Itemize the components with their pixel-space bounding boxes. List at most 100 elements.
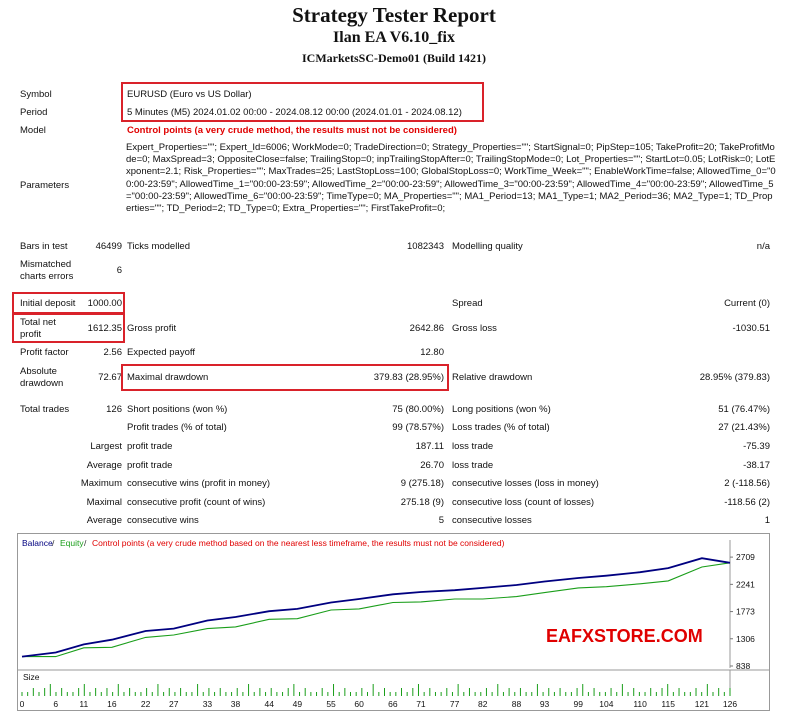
ea-name: Ilan EA V6.10_fix	[333, 29, 455, 46]
x-tick-label: 22	[141, 699, 151, 709]
largest-label: Largest	[90, 441, 122, 452]
x-tick-label: 71	[416, 699, 426, 709]
x-tick-label: 77	[450, 699, 460, 709]
series-line-equity	[22, 562, 731, 658]
ticks-value: 1082343	[407, 241, 444, 252]
legend-balance: Balance	[22, 538, 53, 548]
y-tick-label: 1773	[736, 607, 755, 617]
bars-label: Bars in test	[20, 241, 68, 252]
average-label: Average	[86, 460, 122, 471]
netprofit-label-line1: Total net	[20, 317, 56, 328]
balance-chart-svg: Balance / Equity / Control points (a ver…	[18, 538, 769, 709]
netprofit-label-line2: profit	[20, 329, 42, 340]
x-tick-label: 121	[695, 699, 709, 709]
quality-value: n/a	[756, 241, 770, 252]
average-lt-value: -38.17	[743, 460, 770, 471]
period-value: 5 Minutes (M5) 2024.01.02 00:00 - 2024.0…	[127, 107, 462, 118]
x-tick-label: 0	[20, 699, 25, 709]
x-tick-label: 88	[512, 699, 522, 709]
maxdd-value: 379.83 (28.95%)	[373, 372, 444, 383]
y-tick-label: 1306	[736, 634, 755, 644]
grossprofit-value: 2642.86	[409, 323, 444, 334]
legend-sep-2: /	[84, 538, 87, 548]
lt-value: 27 (21.43%)	[718, 422, 770, 433]
avg2-label: Average	[86, 515, 122, 526]
highlight-box-drawdown	[121, 364, 449, 391]
avg-cl-value: 1	[764, 515, 770, 526]
server-name: ICMarketsSC-Demo01 (Build 1421)	[302, 51, 486, 65]
x-tick-label: 126	[723, 699, 737, 709]
x-tick-label: 49	[293, 699, 303, 709]
legend-equity: Equity	[60, 538, 84, 548]
pt-label: Profit trades (% of total)	[127, 422, 227, 433]
largest-pt-value: 187.11	[415, 441, 444, 452]
symbol-value: EURUSD (Euro vs US Dollar)	[127, 89, 252, 100]
ticks-label: Ticks modelled	[127, 241, 191, 252]
x-tick-label: 33	[203, 699, 213, 709]
parameters-label: Parameters	[20, 180, 70, 191]
max-cl-value: 2 (-118.56)	[724, 478, 770, 489]
absdd-label-line2: drawdown	[20, 378, 64, 389]
report-title: Strategy Tester Report	[292, 3, 496, 27]
netprofit-value: 1612.35	[87, 323, 122, 334]
largest-lt-value: -75.39	[743, 441, 770, 452]
grossloss-value: -1030.51	[732, 323, 770, 334]
x-tick-label: 93	[540, 699, 550, 709]
x-tick-label: 6	[53, 699, 58, 709]
series-line-balance	[21, 557, 731, 658]
pf-value: 2.56	[103, 347, 123, 358]
deposit-label: Initial deposit	[20, 298, 76, 309]
trades-value: 126	[106, 404, 122, 415]
model-label: Model	[20, 125, 46, 136]
highlight-box-netprofit	[12, 313, 125, 343]
x-tick-label: 104	[599, 699, 613, 709]
average-pt-label: profit trade	[127, 460, 173, 471]
x-tick-label: 66	[388, 699, 398, 709]
absdd-value: 72.67	[98, 372, 122, 383]
size-label: Size	[23, 672, 40, 682]
avg-cw-value: 5	[438, 515, 444, 526]
highlight-box-deposit	[12, 292, 125, 314]
legend-sep-1: /	[52, 538, 55, 548]
x-tick-label: 16	[107, 699, 117, 709]
balance-chart: Balance / Equity / Control points (a ver…	[17, 533, 770, 711]
symbol-label: Symbol	[20, 89, 52, 100]
x-tick-label: 38	[231, 699, 241, 709]
spread-value: Current (0)	[724, 298, 770, 309]
grossprofit-label: Gross profit	[127, 323, 177, 334]
quality-label: Modelling quality	[452, 241, 523, 252]
x-tick-label: 55	[326, 699, 336, 709]
lt-label: Loss trades (% of total)	[452, 422, 550, 433]
x-tick-label: 44	[265, 699, 275, 709]
spread-label: Spread	[452, 298, 483, 309]
x-tick-label: 115	[661, 699, 675, 709]
mismatch-label-line2: charts errors	[20, 271, 74, 282]
x-tick-label: 99	[574, 699, 584, 709]
trades-label: Total trades	[20, 404, 70, 415]
watermark-text: EAFXSTORE.COM	[546, 626, 703, 646]
payoff-value: 12.80	[420, 347, 444, 358]
model-value: Control points (a very crude method, the…	[127, 125, 457, 136]
maximal-cl-value: -118.56 (2)	[724, 497, 770, 508]
mismatch-label-line1: Mismatched	[20, 259, 72, 270]
bars-value: 46499	[95, 241, 122, 252]
maximum-label: Maximum	[80, 478, 122, 489]
payoff-label: Expected payoff	[127, 347, 195, 358]
mismatch-value: 6	[116, 265, 122, 276]
long-label: Long positions (won %)	[452, 404, 551, 415]
x-tick-label: 27	[169, 699, 179, 709]
reldd-value: 28.95% (379.83)	[699, 372, 770, 383]
largest-pt-label: profit trade	[127, 441, 173, 452]
avg-cl-label: consecutive losses	[452, 515, 532, 526]
x-tick-label: 110	[633, 699, 647, 709]
x-tick-label: 11	[79, 699, 88, 709]
grossloss-label: Gross loss	[452, 323, 497, 334]
y-tick-label: 2709	[736, 552, 755, 562]
max-cw-label: consecutive wins (profit in money)	[127, 478, 271, 489]
average-pt-value: 26.70	[420, 460, 444, 471]
maximal-cp-label: consecutive profit (count of wins)	[127, 497, 266, 508]
y-tick-label: 838	[736, 661, 750, 671]
legend-note: Control points (a very crude method base…	[92, 538, 505, 548]
short-label: Short positions (won %)	[127, 404, 228, 415]
long-value: 51 (76.47%)	[718, 404, 770, 415]
